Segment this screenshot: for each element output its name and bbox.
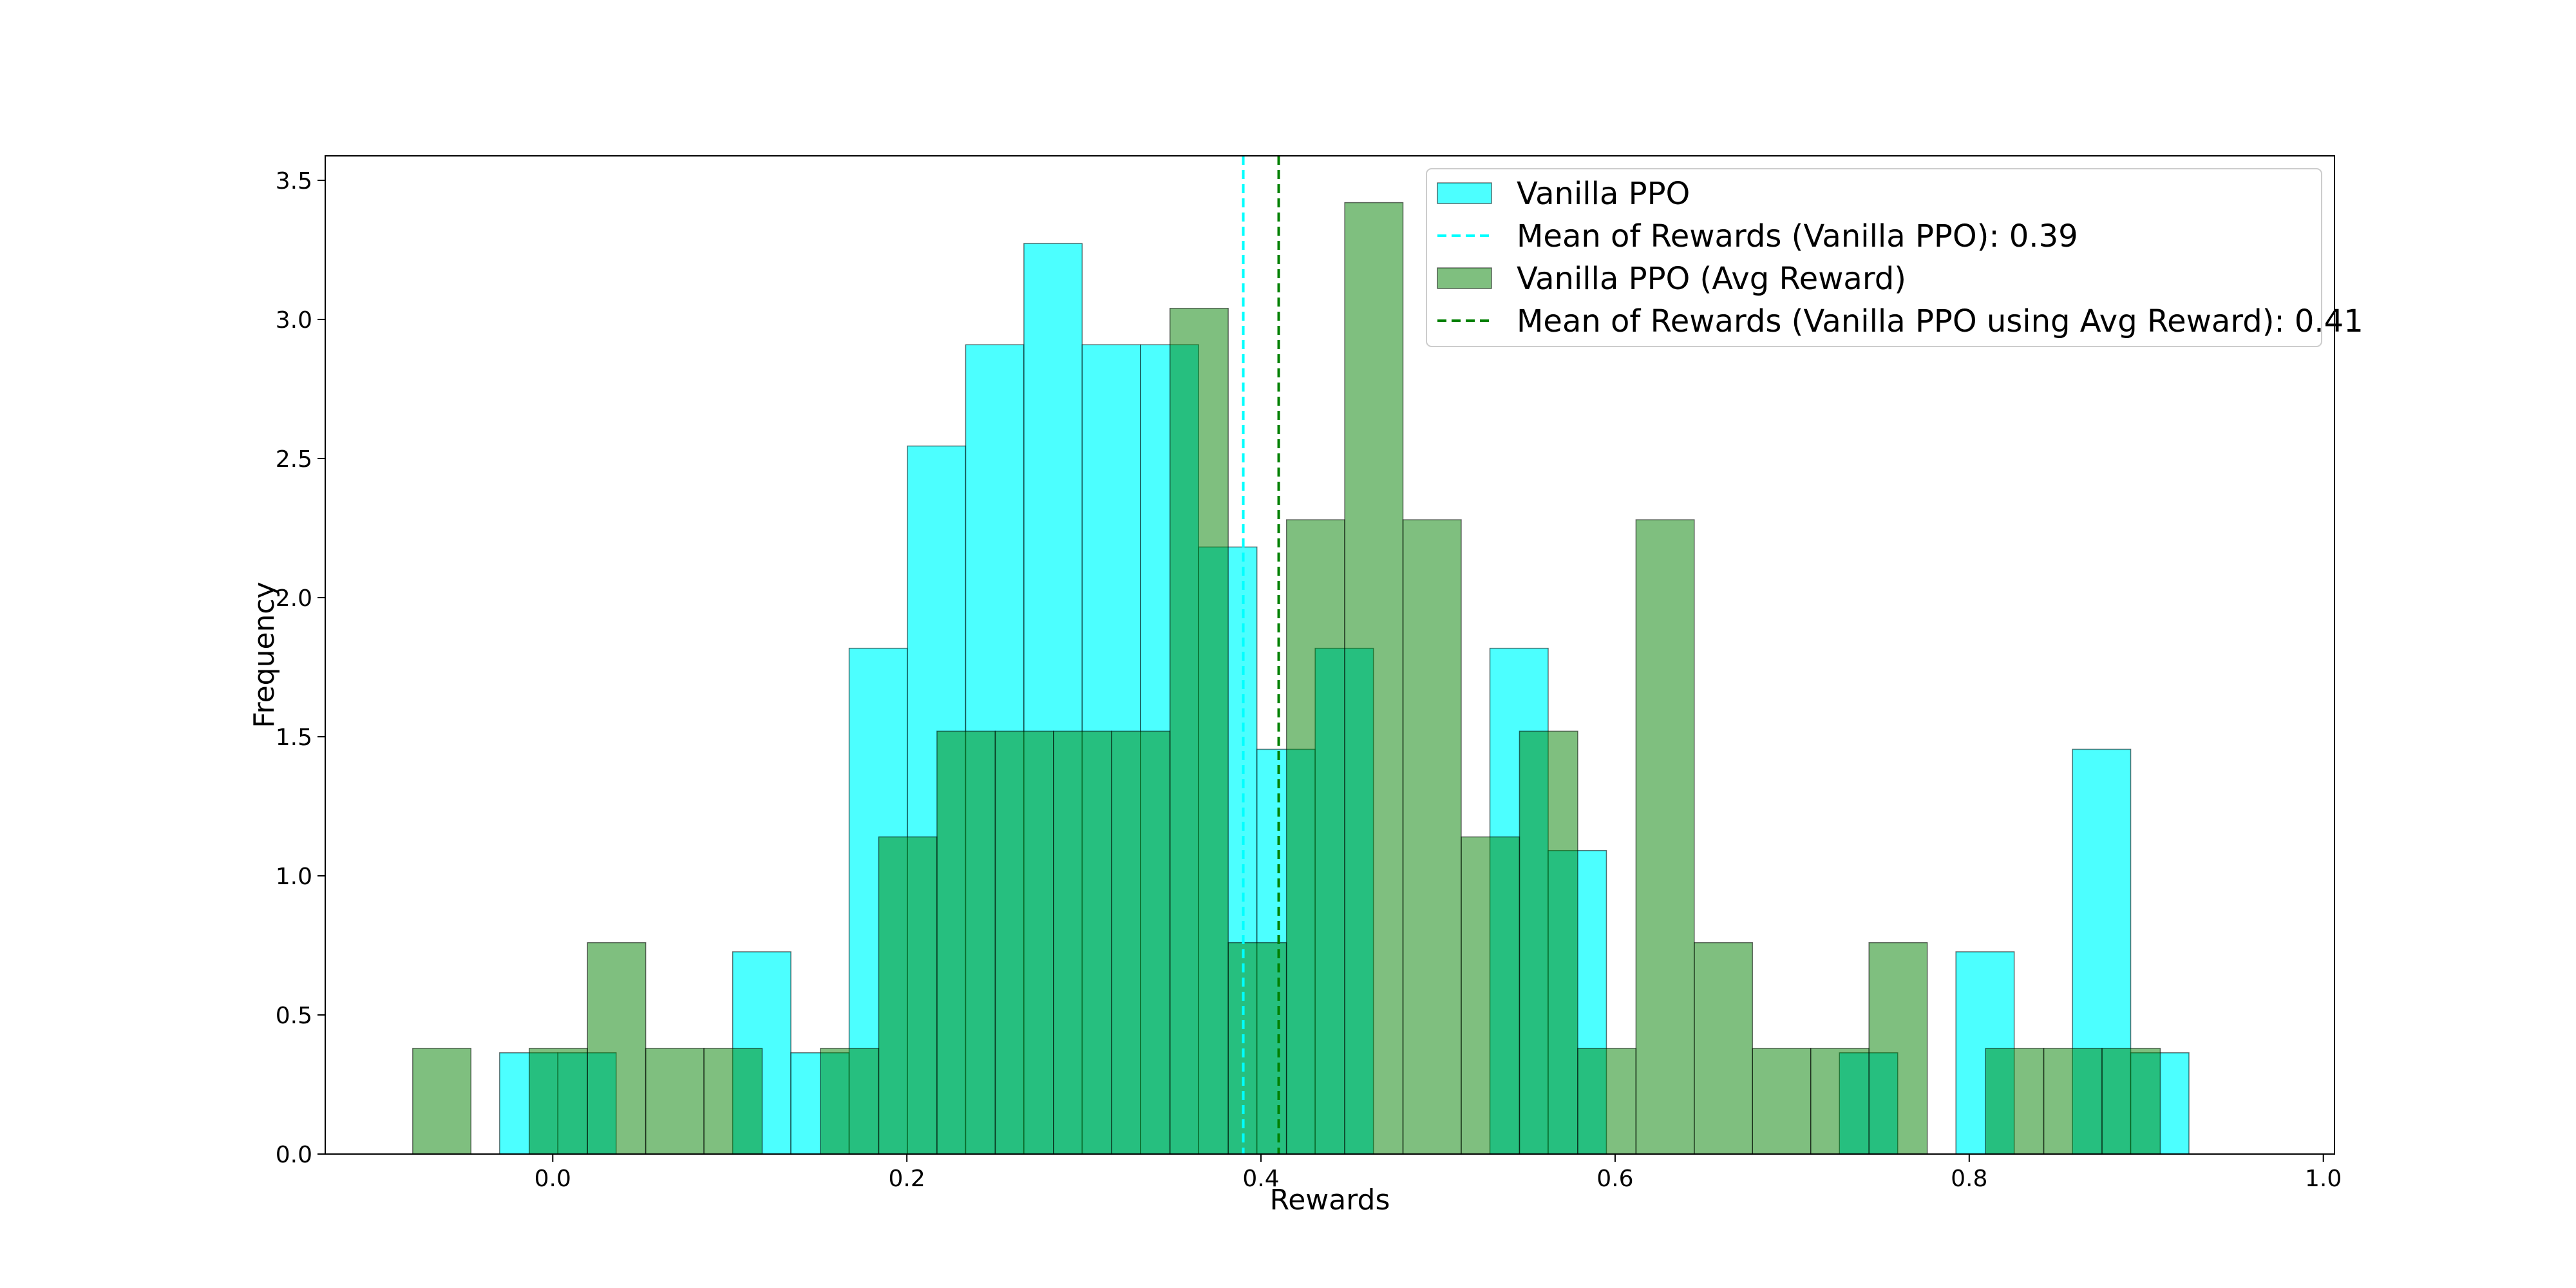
legend-swatch bbox=[1437, 267, 1492, 289]
histogram-bar bbox=[820, 1048, 880, 1155]
histogram-bar bbox=[587, 942, 647, 1155]
histogram-bar bbox=[1111, 730, 1171, 1155]
histogram-bar bbox=[936, 730, 996, 1155]
x-tick-label: 1.0 bbox=[2305, 1166, 2342, 1192]
x-axis-ticks: 0.0 0.2 0.4 0.6 0.8 1.0 bbox=[535, 1154, 2342, 1192]
x-tick-label: 0.6 bbox=[1596, 1166, 1633, 1192]
histogram-bar bbox=[1344, 202, 1404, 1155]
legend-label: Mean of Rewards (Vanilla PPO using Avg R… bbox=[1517, 303, 2363, 339]
bars-layer bbox=[412, 202, 2190, 1155]
series-2-bars bbox=[412, 202, 2161, 1155]
histogram-bar bbox=[1402, 519, 1462, 1155]
histogram-bar bbox=[703, 1048, 763, 1155]
y-tick-label: 3.0 bbox=[276, 307, 312, 334]
histogram-bar bbox=[994, 730, 1054, 1155]
legend-swatch bbox=[1437, 182, 1492, 204]
legend-label: Vanilla PPO bbox=[1517, 176, 1690, 212]
histogram-bar bbox=[1519, 730, 1578, 1155]
histogram-bar bbox=[1985, 1048, 2045, 1155]
histogram-bar bbox=[1868, 942, 1928, 1155]
plot-area-frame bbox=[325, 155, 2335, 1155]
histogram-bar bbox=[1694, 942, 1754, 1155]
histogram-bar bbox=[878, 836, 938, 1155]
mean-lines-layer bbox=[1242, 156, 1280, 1154]
y-tick-label: 2.0 bbox=[276, 585, 312, 612]
histogram-bar bbox=[1635, 519, 1695, 1155]
x-tick-label: 0.8 bbox=[1951, 1166, 1987, 1192]
histogram-bar bbox=[1752, 1048, 1812, 1155]
legend: Vanilla PPO Mean of Rewards (Vanilla PPO)… bbox=[1426, 168, 2363, 347]
histogram-bar bbox=[1810, 1048, 1870, 1155]
x-tick-label: 0.0 bbox=[535, 1166, 571, 1192]
y-tick-label: 0.5 bbox=[276, 1003, 312, 1029]
histogram-bar bbox=[412, 1048, 472, 1155]
histogram-bar bbox=[2043, 1048, 2103, 1155]
y-tick-label: 3.5 bbox=[276, 168, 312, 194]
y-tick-label: 1.5 bbox=[276, 724, 312, 751]
y-tick-label: 2.5 bbox=[276, 446, 312, 473]
histogram-bar bbox=[1169, 307, 1229, 1155]
legend-frame bbox=[1426, 168, 2322, 347]
histogram-bar bbox=[1053, 730, 1113, 1155]
x-tick-label: 0.2 bbox=[889, 1166, 925, 1192]
x-tick-label: 0.4 bbox=[1242, 1166, 1279, 1192]
histogram-bar bbox=[2101, 1048, 2161, 1155]
y-tick-label: 1.0 bbox=[276, 864, 312, 890]
histogram-bar bbox=[1461, 836, 1520, 1155]
x-axis-label: Rewards bbox=[1270, 1184, 1390, 1217]
y-tick-label: 0.0 bbox=[276, 1142, 312, 1168]
legend-label: Vanilla PPO (Avg Reward) bbox=[1517, 261, 1906, 297]
histogram-bar bbox=[645, 1048, 705, 1155]
histogram-bar bbox=[528, 1048, 588, 1155]
histogram-bar bbox=[1577, 1048, 1637, 1155]
y-axis-label: Frequency bbox=[248, 582, 281, 728]
histogram-bar bbox=[1285, 519, 1345, 1155]
y-axis-ticks: 0.0 0.5 1.0 1.5 2.0 2.5 3.0 3.5 bbox=[276, 168, 325, 1168]
legend-label: Mean of Rewards (Vanilla PPO): 0.39 bbox=[1517, 218, 2078, 254]
